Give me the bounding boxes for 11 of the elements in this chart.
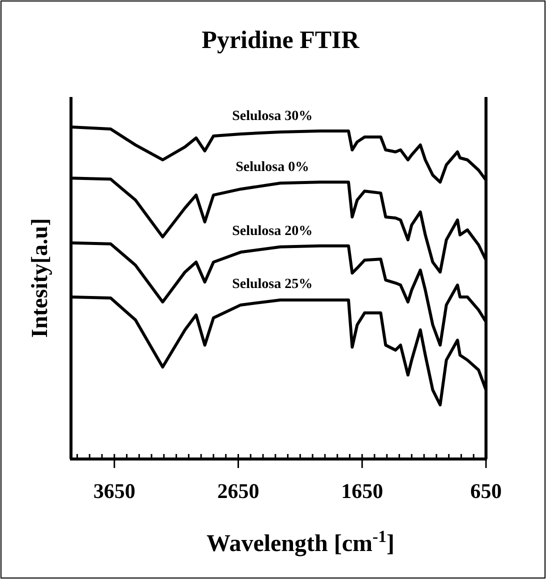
series-label: Selulosa 25% xyxy=(232,276,313,292)
chart-title: Pyridine FTIR xyxy=(202,27,360,54)
x-tick-label: 650 xyxy=(470,479,502,503)
x-axis-title: Wavelength [cm$^{-1}$] xyxy=(206,526,394,557)
series-label: Selulosa 0% xyxy=(236,160,310,176)
x-tick-label: 3650 xyxy=(93,479,136,503)
series-label: Selulosa 30% xyxy=(232,108,313,124)
y-axis-title: Intesity[a.u] xyxy=(27,218,52,338)
series-label: Selulosa 20% xyxy=(232,224,313,239)
x-tick-label: 1650 xyxy=(341,479,384,503)
x-tick-label: 2650 xyxy=(217,479,260,503)
